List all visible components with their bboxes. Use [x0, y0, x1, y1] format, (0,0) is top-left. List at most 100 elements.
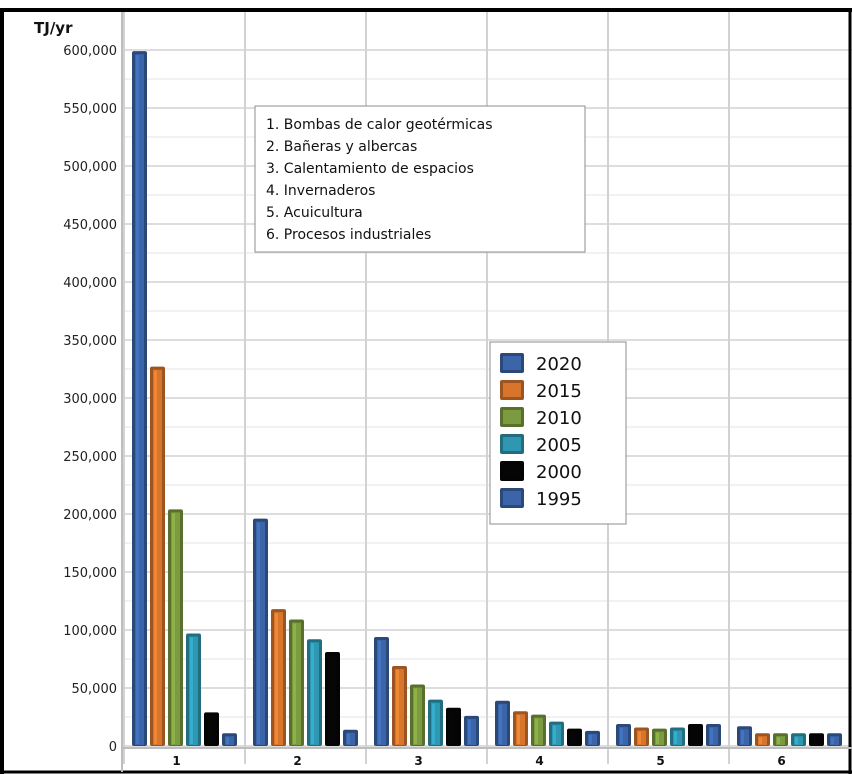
bar-fill: [516, 714, 525, 745]
y-tick-label: 350,000: [63, 334, 117, 349]
bar-2010-cat-2: [289, 619, 304, 746]
bar-highlight: [710, 727, 713, 744]
bar-highlight: [777, 737, 780, 744]
bar-fill: [449, 710, 458, 745]
bar-highlight: [208, 716, 211, 744]
bar-highlight: [813, 737, 816, 744]
legend-swatch-fill: [503, 383, 521, 397]
bar-highlight: [190, 637, 193, 744]
y-tick-labels: 600,000 550,000 500,000 450,000 400,000 350,0…: [63, 44, 117, 755]
bar-highlight: [432, 703, 435, 744]
y-tick-label: 50,000: [72, 682, 118, 697]
y-tick-label: 200,000: [63, 508, 117, 523]
legend-item-2015: 2015: [500, 380, 582, 402]
legend-item-1995: 1995: [500, 488, 582, 510]
bar-fill: [794, 736, 803, 745]
bar-2005-cat-5: [670, 727, 685, 746]
bar-2000-cat-3: [446, 707, 461, 746]
y-tick-label: 300,000: [63, 392, 117, 407]
bar-highlight: [275, 613, 278, 744]
bar-2005-cat-6: [791, 733, 806, 746]
bar-2000-cat-6: [809, 733, 824, 746]
bar-2020-cat-6: [737, 726, 752, 746]
bar-highlight: [396, 669, 399, 744]
bar-highlight: [414, 688, 417, 744]
bar-fill: [534, 717, 543, 745]
note-line: 1. Bombas de calor geotérmicas: [266, 117, 493, 133]
bar-fill: [153, 369, 162, 745]
bar-fill: [431, 702, 440, 745]
bar-2015-cat-3: [392, 665, 407, 746]
bar-1995-cat-3: [464, 715, 479, 746]
legend-swatch-fill: [503, 437, 521, 451]
bar-fill: [588, 733, 597, 745]
bar-1995-cat-2: [343, 729, 358, 746]
bar-1995-cat-4: [585, 730, 600, 746]
bar-fill: [377, 639, 386, 745]
notes-box-border: [254, 105, 586, 253]
bar-1995-cat-6: [827, 733, 842, 746]
bar-highlight: [226, 737, 229, 744]
note-line: 4. Invernaderos: [266, 183, 375, 199]
bar-fill: [776, 736, 785, 745]
bar-fill: [225, 736, 234, 745]
y-tick-label: 0: [109, 740, 117, 755]
bar-1995-cat-1: [222, 733, 237, 746]
legend-item-2005: 2005: [500, 434, 582, 456]
y-tick-label: 550,000: [63, 102, 117, 117]
bar-2020-cat-4: [495, 700, 510, 746]
y-tick-label: 100,000: [63, 624, 117, 639]
bar-fill: [570, 731, 579, 745]
bar-fill: [467, 718, 476, 745]
bar-fill: [310, 642, 319, 745]
bar-highlight: [589, 734, 592, 744]
y-tick-label: 500,000: [63, 160, 117, 175]
bar-highlight: [136, 55, 139, 745]
bar-fill: [673, 730, 682, 745]
bar-fill: [346, 732, 355, 745]
bar-highlight: [692, 727, 695, 744]
bar-highlight: [347, 733, 350, 744]
bar-fill: [413, 687, 422, 745]
bar-highlight: [499, 704, 502, 744]
x-tick-label: 2: [293, 754, 301, 768]
bar-2005-cat-4: [549, 721, 564, 746]
note-line: 3. Calentamiento de espacios: [266, 161, 474, 177]
axes: [0, 8, 852, 774]
bar-fill: [189, 636, 198, 745]
bar-fill: [328, 655, 337, 745]
bar-fill: [830, 736, 839, 745]
bar-highlight: [293, 623, 296, 744]
bar-2015-cat-5: [634, 727, 649, 746]
legend-label: 2010: [536, 408, 582, 429]
bar-highlight: [535, 718, 538, 744]
bar-highlight: [741, 730, 744, 744]
bar-fill: [758, 736, 767, 745]
bar-2000-cat-4: [567, 728, 582, 746]
bar-2010-cat-5: [652, 728, 667, 746]
legend-label: 2000: [536, 462, 582, 483]
x-tick-label: 3: [414, 754, 422, 768]
bar-highlight: [257, 522, 260, 744]
bar-2010-cat-4: [531, 714, 546, 746]
category-notes-box: 1. Bombas de calor geotérmicas 2. Bañeras…: [254, 105, 586, 253]
x-tick-label: 5: [656, 754, 664, 768]
bar-2020-cat-1: [132, 51, 147, 747]
legend-item-2020: 2020: [500, 353, 582, 375]
note-line: 5. Acuicultura: [266, 205, 363, 221]
legend-item-2010: 2010: [500, 407, 582, 429]
legend-label: 2015: [536, 381, 582, 402]
bar-highlight: [468, 719, 471, 744]
bar-fill: [498, 703, 507, 745]
legend-label: 2005: [536, 435, 582, 456]
x-tick-labels: 1 2 3 4 5 6: [172, 754, 785, 768]
bar-2005-cat-3: [428, 699, 443, 746]
bar-fill: [552, 724, 561, 745]
note-line: 2. Bañeras y albercas: [266, 139, 417, 155]
bar-highlight: [329, 656, 332, 744]
bar-highlight: [311, 643, 314, 744]
bar-2020-cat-2: [253, 518, 268, 746]
bar-2015-cat-2: [271, 609, 286, 746]
bar-fill: [691, 726, 700, 745]
